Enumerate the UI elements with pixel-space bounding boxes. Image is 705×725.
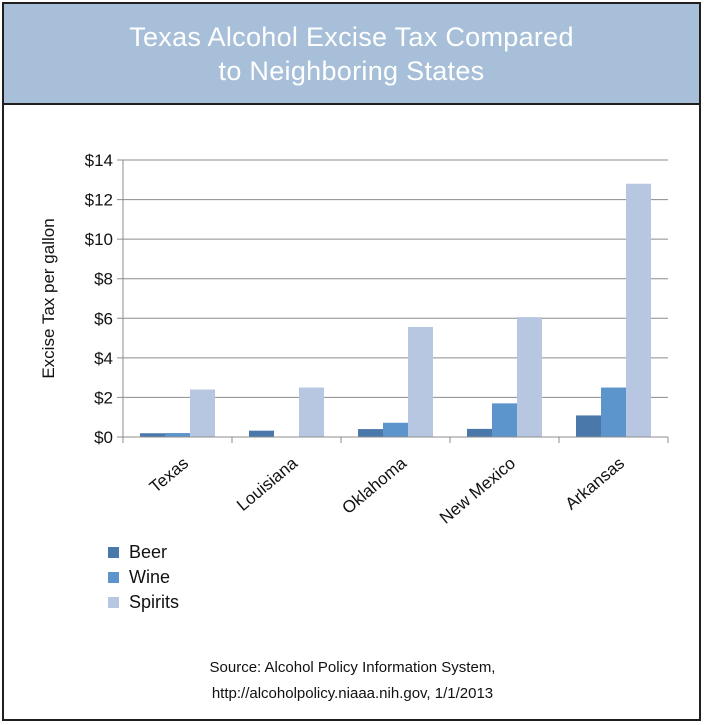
legend-item-spirits: Spirits: [108, 590, 179, 615]
bar-beer: [467, 428, 492, 437]
chart-title-line-2: to Neighboring States: [218, 55, 485, 86]
y-axis-title: Excise Tax per gallon: [39, 218, 58, 378]
bar-beer: [576, 415, 601, 437]
y-tick-label: $2: [94, 388, 113, 407]
y-tick-label: $6: [94, 309, 113, 328]
bar-beer: [249, 430, 274, 437]
legend-swatch-spirits: [108, 597, 119, 608]
legend-swatch-wine: [108, 572, 119, 583]
y-tick-label: $10: [85, 230, 113, 249]
y-tick-label: $8: [94, 270, 113, 289]
legend-label-spirits: Spirits: [129, 592, 180, 612]
x-category-label: Texas: [146, 454, 192, 497]
chart-title-line-1: Texas Alcohol Excise Tax Compared: [129, 21, 574, 52]
chart-header: Texas Alcohol Excise Tax Compared to Nei…: [4, 4, 699, 105]
legend-item-wine: Wine: [108, 565, 179, 590]
bar-beer: [140, 433, 165, 437]
x-category-label: Arkansas: [562, 454, 629, 514]
source-line-2: http://alcoholpolicy.niaaa.nih.gov, 1/1/…: [211, 685, 494, 702]
x-category-label: Louisiana: [233, 453, 301, 515]
chart-title: Texas Alcohol Excise Tax Compared to Nei…: [92, 20, 612, 88]
bar-wine: [492, 403, 517, 437]
x-category-label: New Mexico: [436, 454, 519, 528]
bar-wine: [601, 387, 626, 437]
legend-label-beer: Beer: [129, 542, 168, 562]
x-category-label: Oklahoma: [339, 453, 411, 518]
legend: Beer Wine Spirits: [108, 540, 179, 615]
bar-beer: [358, 429, 383, 437]
bar-spirits: [408, 326, 433, 437]
y-tick-label: $0: [94, 428, 113, 447]
bar-spirits: [190, 389, 215, 437]
bar-chart: $0 $2 $4 $6 $8 $10 $12 $14 Excise Tax per gallon…: [39, 151, 669, 528]
legend-item-beer: Beer: [108, 540, 179, 565]
bar-spirits: [299, 387, 324, 437]
source-line-1: Source: Alcohol Policy Information Syste…: [209, 659, 496, 676]
legend-swatch-beer: [108, 547, 119, 558]
bar-wine: [165, 433, 190, 437]
source-note: Source: Alcohol Policy Information Syste…: [0, 655, 705, 707]
bar-spirits: [626, 183, 651, 437]
y-tick-label: $14: [85, 151, 113, 170]
bar-wine: [383, 422, 408, 437]
bar-spirits: [517, 317, 542, 437]
y-tick-label: $4: [94, 349, 113, 368]
legend-label-wine: Wine: [129, 567, 171, 587]
y-tick-label: $12: [85, 191, 113, 210]
